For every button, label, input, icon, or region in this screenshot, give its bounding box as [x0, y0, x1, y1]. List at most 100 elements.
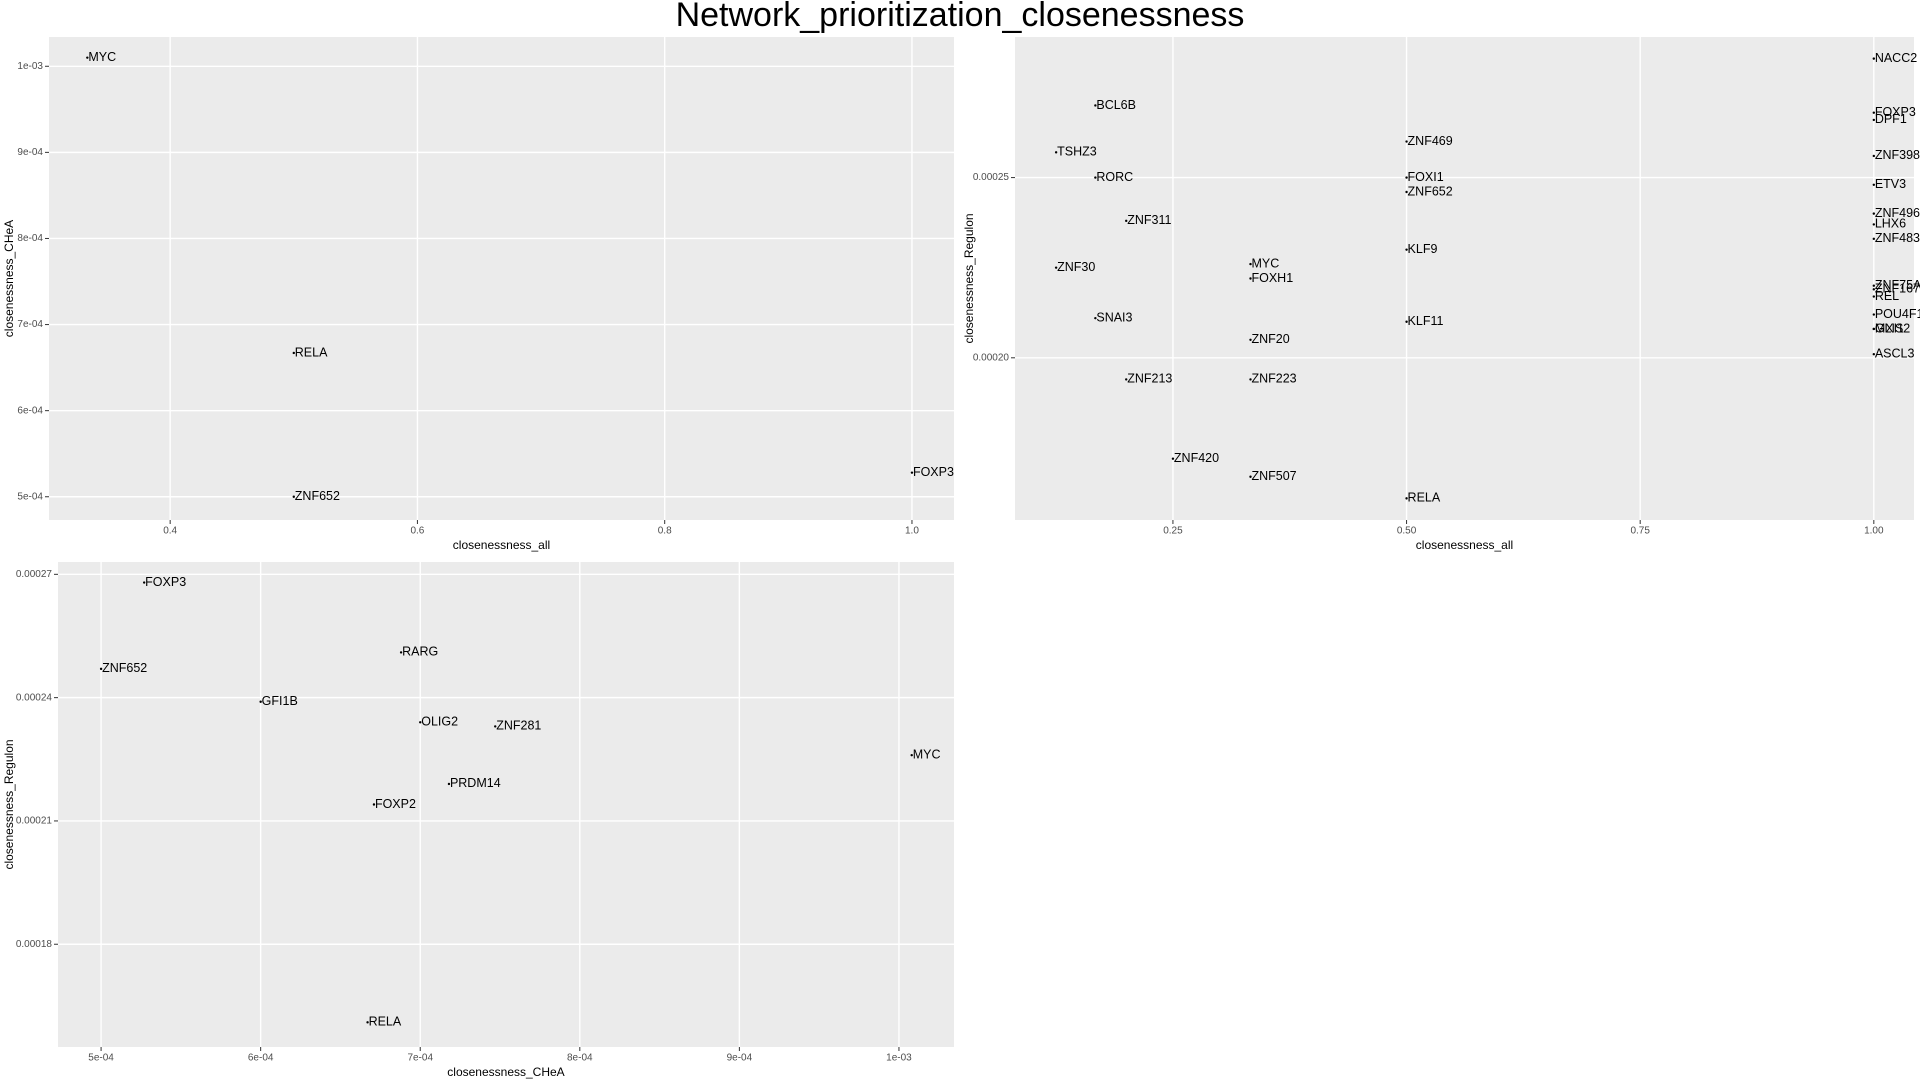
point: [1405, 140, 1408, 143]
point-label: FOXI1: [1408, 170, 1444, 184]
page-title: Network_prioritization_closenessness: [676, 0, 1245, 34]
point-label: DPF1: [1875, 112, 1907, 126]
y-tick-label: 0.00018: [16, 939, 53, 950]
point-label: MYC: [913, 747, 941, 761]
point-label: LHX6: [1875, 217, 1906, 231]
x-tick-label: 5e-04: [88, 1053, 114, 1064]
point: [1872, 118, 1876, 122]
point-label: FOXP2: [375, 797, 416, 811]
point: [1872, 295, 1876, 298]
point: [99, 667, 103, 671]
x-tick-label: 1.00: [1864, 526, 1884, 537]
x-tick-label: 0.50: [1397, 526, 1417, 537]
point-label: MXI1: [1875, 321, 1904, 335]
point-label: TSHZ3: [1057, 145, 1097, 159]
point: [366, 1021, 369, 1024]
point-label: NACC2: [1875, 51, 1917, 65]
point: [292, 351, 295, 355]
x-axis-title: closenessness_all: [1416, 538, 1513, 552]
point: [1405, 497, 1408, 500]
y-tick-label: 0.00020: [973, 352, 1010, 363]
x-tick-label: 7e-04: [407, 1053, 433, 1064]
point: [1094, 176, 1097, 179]
point-label: FOXH1: [1251, 271, 1293, 285]
point-label: ZNF507: [1251, 469, 1296, 483]
y-tick-label: 0.00024: [16, 692, 53, 703]
point-label: ZNF469: [1408, 134, 1453, 148]
point: [86, 56, 89, 59]
point: [494, 725, 497, 728]
x-tick-label: 9e-04: [727, 1053, 753, 1064]
y-tick-label: 6e-04: [17, 405, 43, 416]
point: [1405, 320, 1408, 323]
x-tick-label: 0.75: [1630, 526, 1650, 537]
point-label: POU4F1: [1875, 307, 1920, 321]
point-label: ZNF483: [1875, 231, 1920, 245]
point-label: RORC: [1096, 170, 1133, 184]
point-label: RELA: [295, 345, 328, 359]
point: [1125, 219, 1128, 223]
x-tick-label: 0.4: [163, 526, 177, 537]
point-label: REL: [1875, 289, 1899, 303]
point-label: FOXP3: [1875, 105, 1916, 119]
x-tick-label: 1e-03: [886, 1053, 912, 1064]
point: [1405, 190, 1408, 194]
point-label: RARG: [402, 645, 438, 659]
point: [1872, 327, 1876, 331]
point-label: GFI1B: [262, 694, 298, 708]
point-label: GLIS2: [1875, 321, 1910, 335]
y-tick-label: 0.00021: [16, 816, 53, 827]
x-tick-label: 6e-04: [248, 1053, 274, 1064]
x-tick-label: 0.8: [658, 526, 672, 537]
y-tick-label: 9e-04: [17, 147, 43, 158]
plot-panel: [58, 562, 954, 1047]
point: [1249, 277, 1252, 280]
point-label: MYC: [1251, 256, 1279, 270]
point: [1872, 57, 1876, 60]
point: [1249, 338, 1252, 341]
point: [447, 782, 451, 786]
point: [1405, 248, 1408, 251]
point: [1249, 475, 1252, 478]
point: [1872, 288, 1876, 291]
point: [1872, 154, 1876, 158]
x-axis-title: closenessness_all: [453, 538, 550, 552]
point: [1249, 378, 1252, 381]
x-tick-label: 1.0: [905, 526, 919, 537]
point-label: BCL6B: [1096, 98, 1136, 112]
point: [1872, 352, 1876, 356]
point: [1094, 104, 1097, 107]
point-label: ZNF213: [1127, 372, 1172, 386]
point: [399, 651, 403, 654]
point-label: FOXP3: [913, 465, 954, 479]
y-tick-label: 7e-04: [17, 319, 43, 330]
point-label: ZNF652: [102, 661, 147, 675]
point-label: ZNF652: [295, 489, 340, 503]
y-tick-label: 5e-04: [17, 491, 43, 502]
point: [292, 495, 295, 498]
point: [1125, 378, 1128, 381]
point-label: ZNF167: [1875, 282, 1920, 296]
y-tick-label: 1e-03: [17, 61, 43, 72]
point: [910, 753, 913, 757]
point: [1872, 284, 1876, 287]
x-tick-label: 8e-04: [567, 1053, 593, 1064]
point: [1094, 316, 1097, 320]
point-label: ZNF398: [1875, 148, 1920, 162]
point: [1872, 183, 1876, 186]
point-label: PRDM14: [450, 776, 501, 790]
point-label: ZNF496: [1875, 206, 1920, 220]
point-label: OLIG2: [421, 715, 458, 729]
x-tick-label: 0.25: [1163, 526, 1183, 537]
point: [1872, 313, 1876, 316]
point: [1872, 237, 1876, 241]
point-label: ZNF281: [496, 719, 541, 733]
point-label: ZNF223: [1251, 372, 1296, 386]
point-label: ZNF20: [1251, 332, 1289, 346]
y-axis-title: closenessness_Regulon: [2, 739, 16, 869]
y-tick-label: 0.00025: [973, 172, 1010, 183]
y-axis-title: closenessness_Regulon: [962, 213, 976, 343]
plot-panel: [49, 37, 954, 520]
point: [1872, 111, 1876, 114]
